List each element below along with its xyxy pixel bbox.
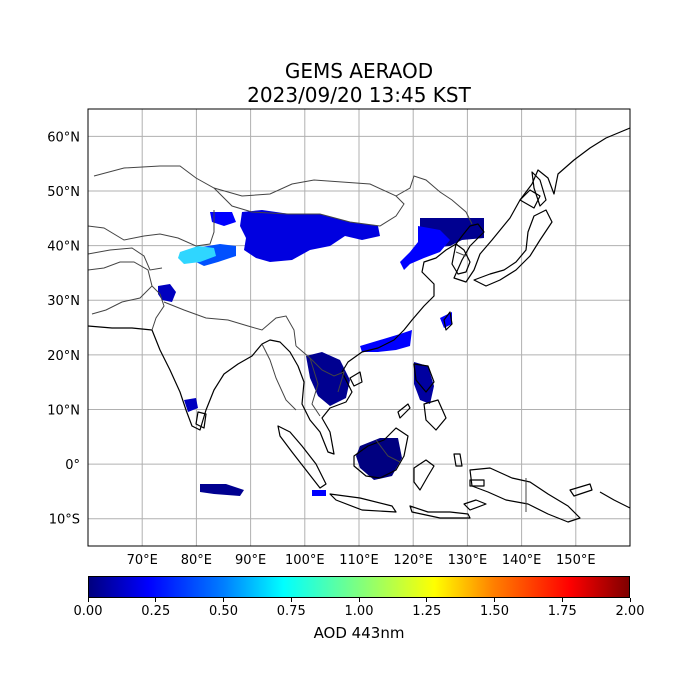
aod-patch-ne-china bbox=[400, 226, 450, 270]
thailand-laos bbox=[309, 357, 321, 417]
ceram bbox=[469, 479, 485, 487]
java bbox=[329, 493, 397, 513]
mongolia-border bbox=[213, 187, 405, 227]
sulawesi bbox=[413, 459, 435, 491]
colorbar-tick-label: 0.75 bbox=[276, 604, 306, 619]
aod-patch-south-china bbox=[360, 330, 412, 352]
aod-patch-borneo bbox=[356, 438, 402, 480]
moluccas bbox=[453, 453, 463, 467]
lon-tick-label: 150°E bbox=[556, 553, 596, 568]
afghanistan bbox=[88, 261, 153, 315]
colorbar-tick-label: 1.50 bbox=[480, 604, 509, 619]
colorbar-tick bbox=[561, 598, 563, 602]
colorbar-tick bbox=[87, 598, 89, 602]
longitude-labels: 70°E 80°E 90°E 100°E 110°E 120°E 130°E 140°E 150… bbox=[127, 553, 596, 568]
map-title: GEMS AERAOD bbox=[284, 59, 434, 83]
gridlines bbox=[88, 109, 630, 546]
colorbar-tick bbox=[290, 598, 292, 602]
korea-coast bbox=[451, 243, 471, 275]
palawan bbox=[397, 403, 411, 419]
himalaya bbox=[163, 301, 297, 347]
korea-dmz bbox=[455, 251, 467, 257]
aod-patch-mongolia bbox=[240, 210, 380, 262]
country-borders bbox=[88, 165, 527, 512]
colorbar-tick-label: 0.50 bbox=[209, 604, 238, 619]
aod-patch-taiwan bbox=[440, 312, 452, 328]
borneo bbox=[353, 427, 409, 479]
kazakhstan-south bbox=[88, 247, 163, 271]
malaysia-borneo bbox=[375, 439, 401, 463]
aod-patch-java bbox=[312, 490, 326, 496]
latitude-labels: 60°N 50°N 40°N 30°N 20°N 10°N 0° 10°S bbox=[47, 130, 80, 527]
colorbar-tick bbox=[426, 598, 428, 602]
lon-tick-label: 70°E bbox=[127, 553, 158, 568]
coastlines bbox=[88, 127, 630, 523]
timor bbox=[463, 499, 487, 511]
lat-tick-label: 0° bbox=[65, 458, 80, 473]
aod-retrievals bbox=[158, 210, 484, 496]
asia-coast bbox=[88, 127, 630, 455]
burma bbox=[261, 343, 297, 411]
new-guinea bbox=[469, 467, 581, 523]
map-frame bbox=[87, 108, 631, 547]
map-timestamp: 2023/09/20 13:45 KST bbox=[247, 83, 471, 107]
china-russia-border bbox=[93, 165, 473, 225]
lat-tick-label: 30°N bbox=[47, 294, 80, 309]
lon-tick-label: 140°E bbox=[502, 553, 542, 568]
colorbar-tick bbox=[629, 598, 631, 602]
colorbar-tick bbox=[494, 598, 495, 602]
solomons bbox=[599, 491, 630, 509]
colorbar-tick-label: 2.00 bbox=[615, 604, 645, 619]
lat-tick-label: 40°N bbox=[47, 240, 80, 255]
aod-patch-sumatra bbox=[200, 484, 244, 496]
colorbar bbox=[88, 576, 630, 598]
lat-tick-label: 60°N bbox=[47, 130, 80, 145]
colorbar-tick-label: 0.00 bbox=[73, 604, 103, 619]
sakhalin bbox=[531, 171, 547, 207]
indochina bbox=[295, 345, 345, 393]
colorbar-label: AOD 443nm bbox=[313, 624, 405, 642]
colorbar-tick-label: 1.00 bbox=[344, 604, 374, 619]
bismarck bbox=[569, 483, 593, 497]
sumatra bbox=[277, 425, 327, 489]
pakistan-india bbox=[151, 285, 165, 331]
aod-patch-west bbox=[210, 212, 236, 226]
sri-lanka bbox=[195, 411, 207, 429]
colorbar-tick bbox=[358, 598, 360, 602]
central-asia-borders bbox=[88, 210, 215, 247]
aod-patch-india bbox=[184, 398, 198, 412]
colorbar-tick-label: 0.25 bbox=[141, 604, 171, 619]
lon-tick-label: 80°E bbox=[181, 553, 212, 568]
lon-tick-label: 100°E bbox=[285, 553, 325, 568]
colorbar-tick-label: 1.75 bbox=[547, 604, 577, 619]
lon-tick-label: 120°E bbox=[393, 553, 433, 568]
colorbar-tick bbox=[155, 598, 157, 602]
lat-tick-label: 50°N bbox=[47, 185, 80, 200]
lon-tick-label: 90°E bbox=[235, 553, 266, 568]
lesser-sunda bbox=[409, 505, 471, 519]
luzon bbox=[413, 363, 435, 393]
japan bbox=[473, 209, 553, 287]
aod-patch-taklamakan-core bbox=[178, 246, 216, 264]
hainan bbox=[349, 371, 363, 387]
lat-tick-label: 10°S bbox=[49, 513, 80, 528]
lon-tick-label: 110°E bbox=[339, 553, 379, 568]
lat-tick-label: 10°N bbox=[47, 403, 80, 418]
mindanao bbox=[423, 399, 447, 431]
hokkaido bbox=[519, 189, 541, 209]
taiwan-island bbox=[443, 311, 453, 331]
colorbar-tick bbox=[223, 598, 224, 602]
colorbar-tick-label: 1.25 bbox=[412, 604, 442, 619]
lon-tick-label: 130°E bbox=[448, 553, 488, 568]
aod-patch-philippines bbox=[414, 362, 434, 404]
aod-patch-kashmir bbox=[158, 284, 176, 302]
lat-tick-label: 20°N bbox=[47, 349, 80, 364]
